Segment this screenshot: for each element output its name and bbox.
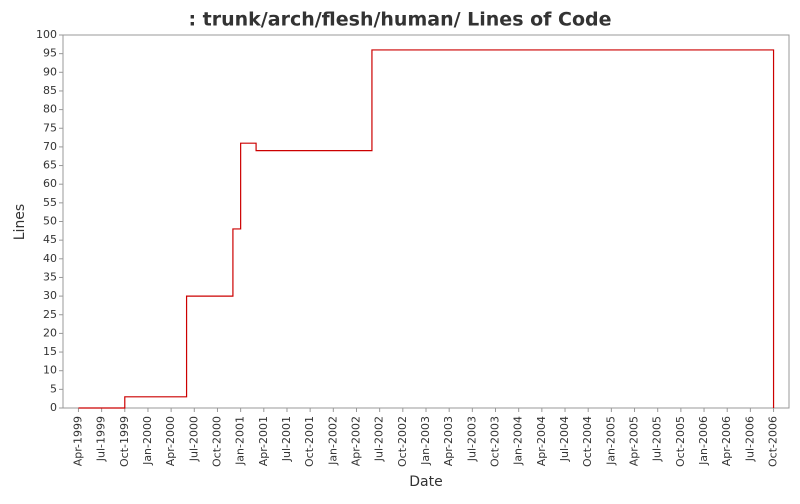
x-tick-label: Jul-1999	[95, 416, 108, 462]
y-tick-label: 60	[43, 177, 57, 190]
x-tick-label: Apr-2005	[628, 416, 641, 466]
y-tick-label: 40	[43, 252, 57, 265]
y-tick-label: 75	[43, 121, 57, 134]
x-tick-label: Oct-1999	[118, 416, 131, 467]
x-tick-label: Oct-2004	[581, 416, 594, 467]
plot-area	[62, 34, 790, 409]
x-tick-label: Jan-2005	[604, 416, 617, 466]
x-tick-label: Jul-2003	[465, 416, 478, 462]
x-tick-label: Oct-2005	[674, 416, 687, 467]
y-tick-label: 95	[43, 47, 57, 60]
y-tick-label: 55	[43, 196, 57, 209]
y-tick-label: 10	[43, 364, 57, 377]
y-tick-label: 90	[43, 65, 57, 78]
chart-title: : trunk/arch/flesh/human/ Lines of Code	[188, 9, 611, 31]
y-tick-label: 50	[43, 215, 57, 228]
y-tick-label: 5	[50, 382, 57, 395]
x-tick-label: Jan-2006	[697, 416, 710, 466]
y-tick-label: 35	[43, 270, 57, 283]
x-tick-label: Jul-2000	[187, 416, 200, 462]
x-axis-label: Date	[409, 474, 442, 490]
x-tick-label: Apr-2001	[257, 416, 270, 466]
line	[78, 49, 775, 409]
x-tick-label: Oct-2000	[210, 416, 223, 467]
x-tick-label: Jan-2002	[326, 416, 339, 466]
x-tick-label: Apr-1999	[71, 416, 84, 466]
x-tick-label: Apr-2002	[349, 416, 362, 466]
x-tick-label: Oct-2001	[303, 416, 316, 467]
x-tick-label: Jul-2001	[280, 416, 293, 462]
y-tick-label: 65	[43, 159, 57, 172]
y-tick-label: 70	[43, 140, 57, 153]
x-tick-label: Oct-2002	[396, 416, 409, 467]
x-tick-label: Oct-2006	[767, 416, 780, 467]
y-tick-label: 100	[36, 28, 57, 41]
x-tick-label: Jan-2000	[141, 416, 154, 466]
x-tick-label: Jan-2001	[234, 416, 247, 466]
y-axis-label: Lines	[12, 204, 28, 240]
y-tick-label: 30	[43, 289, 57, 302]
x-tick-label: Apr-2003	[442, 416, 455, 466]
x-tick-label: Jul-2005	[651, 416, 664, 462]
y-tick-label: 80	[43, 103, 57, 116]
x-tick-label: Jul-2006	[743, 416, 756, 462]
x-tick-label: Apr-2000	[164, 416, 177, 466]
x-tick-label: Jul-2002	[373, 416, 386, 462]
y-tick-label: 25	[43, 308, 57, 321]
x-tick-label: Apr-2006	[720, 416, 733, 466]
x-tick-label: Oct-2003	[489, 416, 502, 467]
y-tick-label: 20	[43, 326, 57, 339]
y-tick-label: 45	[43, 233, 57, 246]
y-tick-label: 0	[50, 401, 57, 414]
x-tick-label: Jan-2003	[419, 416, 432, 466]
x-tick-label: Apr-2004	[535, 416, 548, 466]
x-tick-label: Jan-2004	[512, 416, 525, 466]
y-tick-label: 85	[43, 84, 57, 97]
x-tick-label: Jul-2004	[558, 416, 571, 462]
y-tick-label: 15	[43, 345, 57, 358]
